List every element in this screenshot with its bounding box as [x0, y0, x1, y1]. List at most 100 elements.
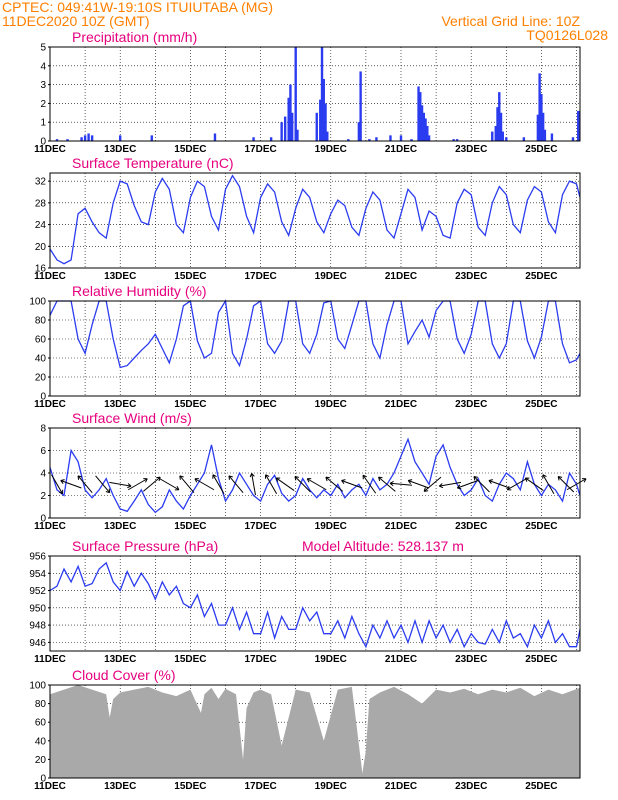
panel-frame	[49, 555, 581, 652]
wind-arrow-head	[212, 474, 217, 479]
wind-arrow	[159, 478, 180, 491]
x-tick-label: 15DEC	[174, 521, 206, 532]
precip-bar	[541, 112, 545, 141]
panel-frame	[49, 300, 581, 397]
wind-arrow	[275, 477, 295, 491]
precip-bar	[424, 118, 427, 141]
wind-arrow	[557, 476, 575, 493]
x-tick-label: 17DEC	[244, 781, 276, 792]
y-tick-label: 80	[35, 699, 47, 710]
wind-arrow	[306, 478, 327, 491]
x-tick-label: 17DEC	[244, 521, 276, 532]
wind-arrow	[325, 476, 344, 492]
x-tick-label: 25DEC	[525, 781, 557, 792]
precip-bar	[252, 137, 255, 141]
wind-arrow-head	[264, 474, 270, 479]
y-tick-label: 3	[40, 80, 46, 91]
y-tick-label: 20	[35, 373, 47, 384]
wind-arrow	[294, 476, 311, 493]
x-tick-label: 15DEC	[174, 271, 206, 282]
panel-wind: 0 2 4 6 8 11DEC 13DEC 15DEC 17DEC 19DEC 21DEC 23DEC…	[34, 410, 587, 532]
precip-bar	[320, 47, 324, 141]
wind-arrow	[109, 481, 132, 487]
wind-arrow-head	[456, 484, 462, 490]
x-tick-label: 25DEC	[525, 654, 557, 665]
precip-bar	[491, 131, 494, 141]
precip-bar	[498, 92, 501, 141]
y-tick-label: 100	[29, 297, 46, 308]
precip-bar	[422, 112, 426, 141]
precip-bar	[90, 135, 94, 141]
wind-arrow-head	[524, 477, 530, 482]
wind-arrow	[457, 480, 479, 489]
x-tick-label: 23DEC	[455, 781, 487, 792]
precip-bar	[427, 135, 431, 141]
precip-bar	[324, 103, 327, 141]
wind-arrow-head	[143, 478, 148, 483]
x-tick-label: 21DEC	[385, 271, 417, 282]
wind-arrow	[212, 474, 225, 495]
wind-arrow	[423, 476, 442, 492]
y-tick-label: 1	[40, 118, 46, 129]
wind-arrow-head	[294, 475, 299, 481]
wind-arrow-head	[179, 475, 184, 480]
panel-title: Surface Temperature (nC)	[72, 155, 234, 171]
wind-arrow	[378, 476, 396, 492]
wind-arrow	[228, 475, 244, 493]
x-tick-label: 15DEC	[174, 654, 206, 665]
x-tick-label: 11DEC	[34, 781, 66, 792]
precip-bar	[410, 139, 413, 141]
wind-arrow	[439, 481, 462, 487]
wind-arrow-head	[557, 475, 563, 481]
y-tick-label: 4	[40, 61, 46, 72]
panel-title: Precipitation (mm/h)	[72, 29, 197, 45]
precip-bar	[315, 112, 318, 141]
x-tick-label: 21DEC	[385, 781, 417, 792]
wind-arrow	[127, 478, 148, 491]
wind-arrow-head	[228, 475, 233, 480]
x-tick-label: 19DEC	[315, 271, 347, 282]
precip-bar	[290, 112, 294, 141]
panel-title: Surface Wind (m/s)	[72, 410, 192, 426]
wind-arrow-head	[438, 483, 444, 489]
y-tick-label: 5	[40, 43, 46, 54]
wind-arrow-head	[105, 488, 111, 494]
x-tick-label: 13DEC	[104, 781, 136, 792]
precip-bar	[577, 110, 580, 141]
wind-arrow	[143, 476, 161, 492]
wind-arrow-head	[58, 489, 64, 495]
wind-arrow-head	[194, 478, 199, 483]
wind-arrow-head	[581, 478, 587, 483]
y-tick-label: 0	[40, 392, 46, 403]
wind-arrow-head	[174, 485, 180, 491]
model-altitude: Model Altitude: 528.137 m	[302, 538, 464, 554]
precip-bar	[269, 137, 273, 141]
x-tick-label: 13DEC	[104, 521, 136, 532]
wind-arrow	[265, 474, 278, 495]
wind-arrow-head	[341, 479, 346, 484]
y-tick-label: 80	[35, 316, 47, 327]
wind-arrow-head	[306, 478, 312, 483]
y-tick-label: 6	[40, 446, 46, 457]
panel-precip: 0 1 2 3 4 5 11DEC 13DEC 15DEC 17DEC 19DEC 21DEC 23DE…	[34, 29, 581, 155]
x-tick-label: 15DEC	[174, 144, 206, 155]
y-tick-label: 952	[29, 586, 46, 597]
x-tick-label: 25DEC	[525, 521, 557, 532]
y-tick-label: 24	[35, 220, 47, 231]
y-tick-label: 60	[35, 335, 47, 346]
wind-arrow	[473, 476, 490, 493]
wind-arrow-head	[77, 475, 82, 480]
precip-bar	[118, 135, 122, 141]
wind-arrow	[525, 477, 544, 491]
y-tick-label: 0	[40, 137, 46, 148]
y-tick-label: 956	[29, 552, 46, 563]
y-tick-label: 20	[35, 242, 47, 253]
panel-frame	[49, 46, 581, 142]
precip-bar	[287, 97, 290, 141]
y-tick-label: 946	[29, 638, 46, 649]
precip-bar	[357, 122, 361, 141]
wind-arrow	[542, 474, 555, 495]
wind-arrow-head	[423, 487, 429, 492]
wind-arrow	[60, 480, 82, 489]
